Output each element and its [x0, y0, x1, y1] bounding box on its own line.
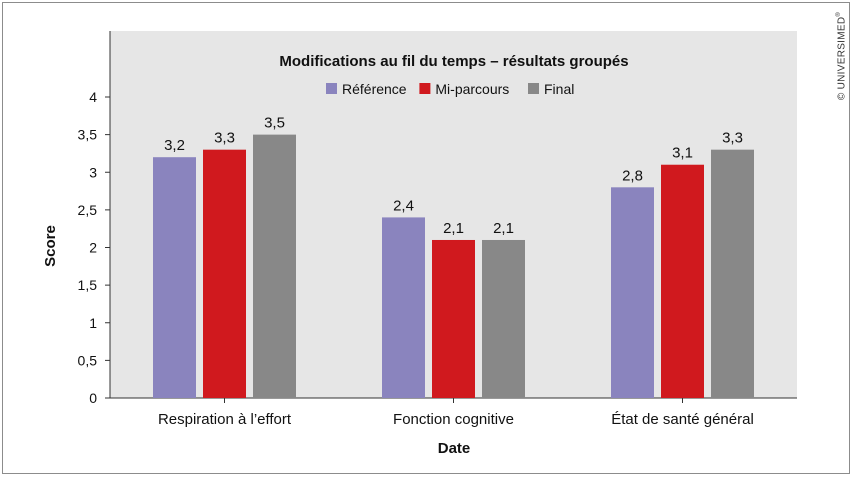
y-tick-label: 4	[89, 89, 97, 105]
bar	[611, 187, 654, 398]
registered-mark: ®	[836, 11, 842, 17]
y-axis-title: Score	[42, 225, 59, 267]
y-tick-label: 0	[89, 390, 97, 406]
data-label: 2,1	[493, 220, 514, 237]
bar	[382, 217, 425, 398]
y-tick-label: 2,5	[78, 202, 98, 218]
x-tick-label: État de santé général	[611, 411, 754, 428]
y-tick-label: 2	[89, 240, 97, 256]
data-label: 2,1	[443, 220, 464, 237]
legend-swatch	[419, 83, 431, 94]
y-tick-label: 0,5	[78, 352, 98, 368]
legend-swatch	[528, 83, 539, 94]
bar	[153, 157, 196, 398]
chart-title: Modifications au fil du temps – résultat…	[279, 53, 628, 70]
copyright-watermark: © UNIVERSIMED®	[836, 12, 847, 100]
watermark-text: © UNIVERSIMED	[836, 16, 848, 101]
legend-label: Final	[544, 81, 574, 97]
bar	[661, 164, 704, 398]
bar	[203, 149, 246, 398]
x-tick-label: Respiration à l’effort	[158, 411, 292, 428]
data-label: 3,3	[214, 130, 235, 147]
y-tick-label: 3	[89, 164, 97, 180]
y-tick-label: 1	[89, 315, 97, 331]
data-label: 2,8	[622, 167, 643, 184]
data-label: 3,1	[672, 145, 693, 162]
data-label: 3,2	[164, 137, 185, 154]
bar	[711, 149, 754, 398]
data-label: 2,4	[393, 197, 414, 214]
y-tick-label: 1,5	[78, 277, 98, 293]
bar	[482, 239, 525, 398]
y-tick-label: 3,5	[78, 127, 98, 143]
x-tick-label: Fonction cognitive	[393, 411, 514, 428]
bar	[432, 239, 475, 398]
x-axis-title: Date	[438, 440, 471, 457]
legend-label: Référence	[342, 81, 407, 97]
legend-label: Mi-parcours	[435, 81, 509, 97]
bar	[253, 134, 296, 398]
data-label: 3,3	[722, 130, 743, 147]
legend-swatch	[326, 83, 337, 94]
data-label: 3,5	[264, 115, 285, 132]
